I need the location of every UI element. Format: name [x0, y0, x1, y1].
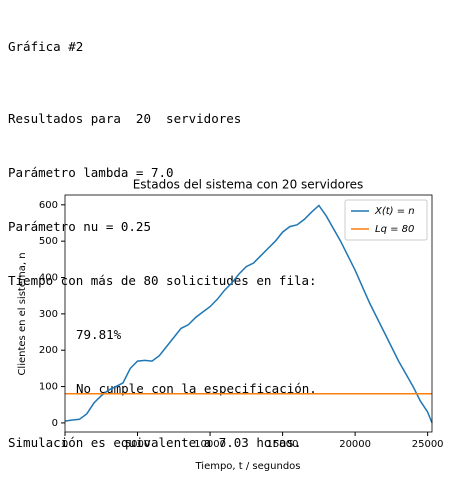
output-line: 79.81%: [76, 327, 122, 342]
y-tick-label: 600: [39, 200, 58, 211]
output-line: Tiempo con más de 80 solicitudes en fila…: [8, 273, 317, 288]
series-line: [64, 204, 433, 424]
cell-output: Gráfica #2 Resultados para 20 servidores…: [8, 2, 317, 470]
legend: X(t) = n Lq = 80: [344, 199, 428, 241]
legend-label: Lq = 80: [375, 224, 414, 235]
y-tick-label: 0: [52, 418, 58, 429]
output-line: No cumple con la especificación.: [76, 381, 317, 396]
x-tick-label: 0: [62, 439, 68, 450]
output-line: Parámetro lambda = 7.0: [8, 165, 174, 180]
output-line: Gráfica #2: [8, 39, 84, 54]
legend-label: X(t) = n: [374, 206, 415, 217]
y-tick-label: 300: [39, 309, 58, 320]
x-tick-label: 25000: [412, 439, 444, 450]
legend-box: [344, 199, 428, 241]
x-axis-label: Tiempo, t / segundos: [194, 461, 300, 472]
y-tick-label: 400: [39, 273, 58, 284]
output-line: Resultados para 20 servidores: [8, 111, 242, 126]
x-tick-label: 20000: [339, 439, 371, 450]
y-tick-label: 500: [39, 236, 58, 247]
output-line: Simulación es equivalente a 7.03 horas.: [8, 435, 302, 450]
y-tick-label: 200: [39, 345, 58, 356]
x-tick-label: 10000: [194, 439, 226, 450]
x-tick-label: 15000: [267, 439, 299, 450]
plot-frame: [64, 194, 433, 433]
y-axis-label: Clientes en el sistema, n: [17, 252, 28, 375]
output-line: Parámetro nu = 0.25: [8, 219, 151, 234]
y-tick-label: 100: [39, 382, 58, 393]
chart-title: Estados del sistema con 20 servidores: [133, 178, 364, 192]
x-tick-label: 5000: [125, 439, 150, 450]
